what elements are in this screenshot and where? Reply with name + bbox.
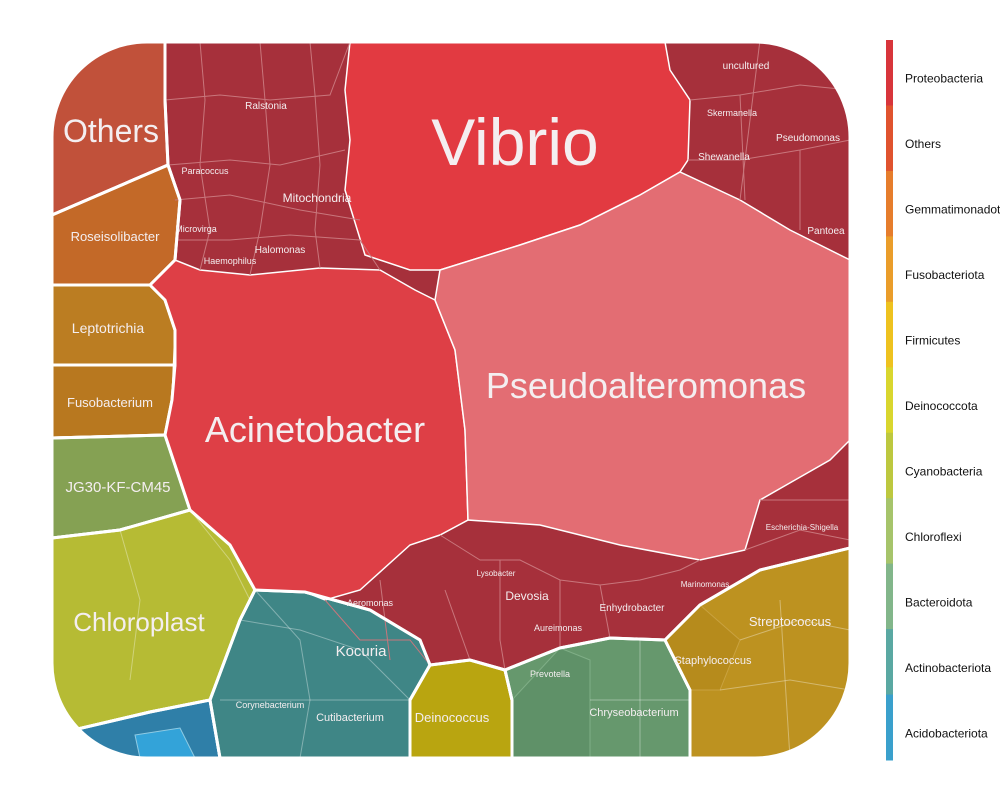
legend-swatch-fusobacteriota — [886, 236, 893, 303]
phylum-boundaries — [52, 42, 850, 758]
label-shewanella: Shewanella — [698, 152, 750, 163]
label-pantoea: Pantoea — [807, 226, 845, 237]
legend-label-proteobacteria: Proteobacteria — [905, 72, 983, 86]
legend-label-actinobacteriota: Actinobacteriota — [905, 661, 991, 675]
label-chryseobacterium: Chryseobacterium — [589, 707, 678, 719]
label-kocuria: Kocuria — [336, 643, 388, 660]
label-pseudoalteromonas: Pseudoalteromonas — [486, 365, 806, 406]
legend-swatch-others — [886, 105, 893, 172]
legend-swatch-actinobacteriota — [886, 629, 893, 696]
label-enhydrobacter: Enhydrobacter — [599, 603, 665, 614]
label-haemophilus: Haemophilus — [204, 256, 257, 266]
legend-label-chloroflexi: Chloroflexi — [905, 530, 962, 544]
subcell-lines — [164, 42, 850, 671]
label-leptotrichia: Leptotrichia — [72, 320, 145, 336]
legend-label-others: Others — [905, 137, 941, 151]
legend-label-deinococcota: Deinococcota — [905, 399, 978, 413]
label-escherichia-shigella: Escherichia-Shigella — [766, 523, 839, 532]
label-staphylococcus: Staphylococcus — [674, 655, 752, 667]
label-roseisolibacter: Roseisolibacter — [71, 229, 161, 244]
legend-label-cyanobacteria: Cyanobacteria — [905, 464, 983, 478]
label-lysobacter: Lysobacter — [477, 569, 516, 578]
legend-label-bacteroidota: Bacteroidota — [905, 595, 973, 609]
label-jg30: JG30-KF-CM45 — [65, 479, 170, 496]
label-halomonas: Halomonas — [255, 245, 306, 256]
plot-border — [50, 40, 852, 760]
label-skermanella: Skermanella — [707, 108, 757, 118]
label-aureimonas: Aureimonas — [534, 623, 583, 633]
legend: Proteobacteria Others Gemmatimonadota Fusob… — [886, 40, 1000, 761]
subcell-lines-light — [119, 509, 850, 758]
label-microvirga: Microvirga — [175, 224, 217, 234]
cell-labels: Vibrio Pseudoalteromonas Acinetobacter O… — [63, 61, 845, 725]
legend-label-acidobacteriota: Acidobacteriota — [905, 726, 988, 740]
legend-label-fusobacteriota: Fusobacteriota — [905, 268, 985, 282]
legend-swatch-bacteroidota — [886, 563, 893, 630]
label-streptococcus: Streptococcus — [749, 614, 832, 629]
label-deinococcus: Deinococcus — [415, 710, 490, 725]
legend-swatch-gemmatimonadota — [886, 170, 893, 237]
label-others: Others — [63, 113, 159, 149]
label-corynebacterium: Corynebacterium — [236, 700, 305, 710]
label-marinomonas: Marinomonas — [681, 580, 729, 589]
legend-swatch-chloroflexi — [886, 498, 893, 565]
label-ralstonia: Ralstonia — [245, 101, 287, 112]
cell-acidobacteriota-2 — [134, 727, 196, 758]
legend-swatch-cyanobacteria — [886, 432, 893, 499]
cell-pseudoalteromonas — [434, 171, 850, 561]
legend-label-gemmatimonadota: Gemmatimonadota — [905, 203, 1000, 217]
label-vibrio: Vibrio — [431, 105, 599, 179]
label-paracoccus: Paracoccus — [181, 166, 229, 176]
label-devosia: Devosia — [505, 589, 549, 603]
legend-swatch-proteobacteria — [886, 40, 893, 106]
label-cutibacterium: Cutibacterium — [316, 712, 384, 724]
label-pseudomonas: Pseudomonas — [776, 133, 840, 144]
label-acinetobacter: Acinetobacter — [205, 409, 425, 450]
treemap-area — [52, 42, 850, 758]
legend-swatch-firmicutes — [886, 301, 893, 368]
label-uncultured: uncultured — [723, 61, 770, 72]
label-fusobacterium: Fusobacterium — [67, 395, 153, 410]
legend-label-firmicutes: Firmicutes — [905, 334, 960, 348]
label-mitochondria: Mitochondria — [283, 191, 352, 205]
label-aeromonas: Aeromonas — [347, 598, 394, 608]
label-chloroplast: Chloroplast — [73, 607, 205, 637]
legend-swatch-deinococcota — [886, 367, 893, 434]
legend-swatch-acidobacteriota — [886, 694, 893, 761]
label-prevotella: Prevotella — [530, 669, 570, 679]
